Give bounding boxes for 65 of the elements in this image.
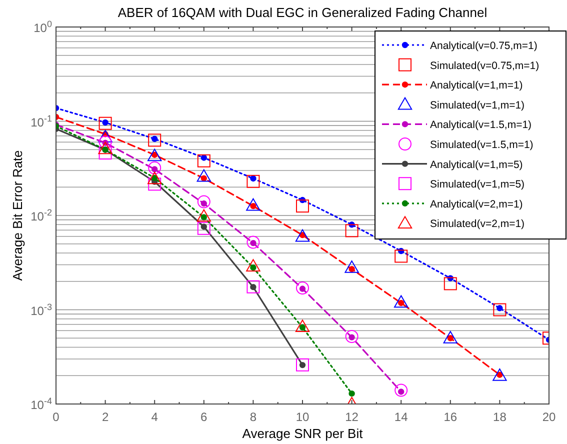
point — [197, 222, 210, 235]
point — [148, 134, 162, 147]
point — [493, 303, 506, 316]
point — [345, 224, 358, 238]
point — [98, 142, 112, 154]
point — [98, 130, 112, 142]
legend-label: Analytical(v=1,m=1) — [430, 80, 523, 92]
x-tick-label: 12 — [345, 410, 359, 424]
y-tick-label: 10$^{0}$ — [34, 19, 52, 35]
point — [148, 161, 162, 174]
point — [197, 154, 210, 168]
legend-label: Analytical(v=2,m=1) — [430, 198, 523, 210]
x-tick-label: 6 — [200, 410, 208, 424]
x-axis-title: Average SNR per Bit — [242, 426, 364, 441]
point — [394, 250, 408, 263]
point — [98, 136, 112, 149]
point — [492, 368, 507, 381]
legend-label: Simulated(v=1.5,m=1) — [430, 139, 534, 151]
y-tick-label: 10$^{-1}$ — [30, 113, 52, 130]
chart-title: ABER of 16QAM with Dual EGC in Generalized Fading Channel — [118, 5, 488, 20]
x-tick-label: 4 — [151, 410, 158, 424]
point — [296, 282, 309, 295]
point — [295, 320, 310, 332]
legend-label: Simulated(v=1,m=5) — [430, 178, 525, 191]
point — [246, 174, 260, 188]
point — [246, 280, 260, 294]
point — [443, 331, 458, 344]
x-tick-label: 0 — [52, 410, 60, 424]
point — [148, 172, 162, 184]
legend-label: Simulated(v=0.75,m=1) — [430, 60, 540, 72]
legend-label: Analytical(v=0.75,m=1) — [430, 40, 538, 52]
x-tick-label: 20 — [542, 410, 556, 424]
point — [394, 384, 408, 397]
point — [296, 200, 309, 213]
point — [148, 178, 162, 191]
y-tick-label: 10$^{-4}$ — [30, 396, 52, 412]
point — [196, 209, 211, 222]
point — [296, 358, 309, 372]
point — [246, 198, 260, 211]
point — [246, 259, 260, 272]
legend-label: Simulated(v=2,m=1) — [430, 218, 525, 230]
point — [246, 236, 260, 249]
y-tick-label: 10$^{-2}$ — [30, 208, 52, 224]
y-tick-label: 10$^{-3}$ — [30, 302, 52, 318]
point — [394, 295, 408, 308]
point — [295, 229, 310, 242]
point — [348, 390, 355, 397]
point — [148, 148, 162, 162]
point — [345, 330, 358, 344]
point — [98, 146, 112, 160]
x-tick-label: 10 — [296, 410, 310, 424]
y-axis-title: Average Bit Error Rate — [10, 150, 25, 281]
point — [197, 195, 210, 208]
point — [196, 169, 211, 182]
x-tick-label: 14 — [394, 410, 408, 424]
point — [444, 277, 457, 290]
legend-label: Analytical(v=1,m=5) — [430, 158, 523, 171]
x-tick-label: 16 — [444, 410, 458, 424]
point — [98, 116, 112, 130]
legend-label: Simulated(v=1,m=1) — [430, 99, 525, 112]
point — [344, 260, 359, 273]
x-tick-label: 2 — [102, 410, 109, 424]
legend-label: Analytical(v=1.5,m=1) — [430, 119, 532, 132]
x-tick-label: 8 — [250, 410, 257, 424]
x-tick-label: 18 — [493, 410, 507, 424]
